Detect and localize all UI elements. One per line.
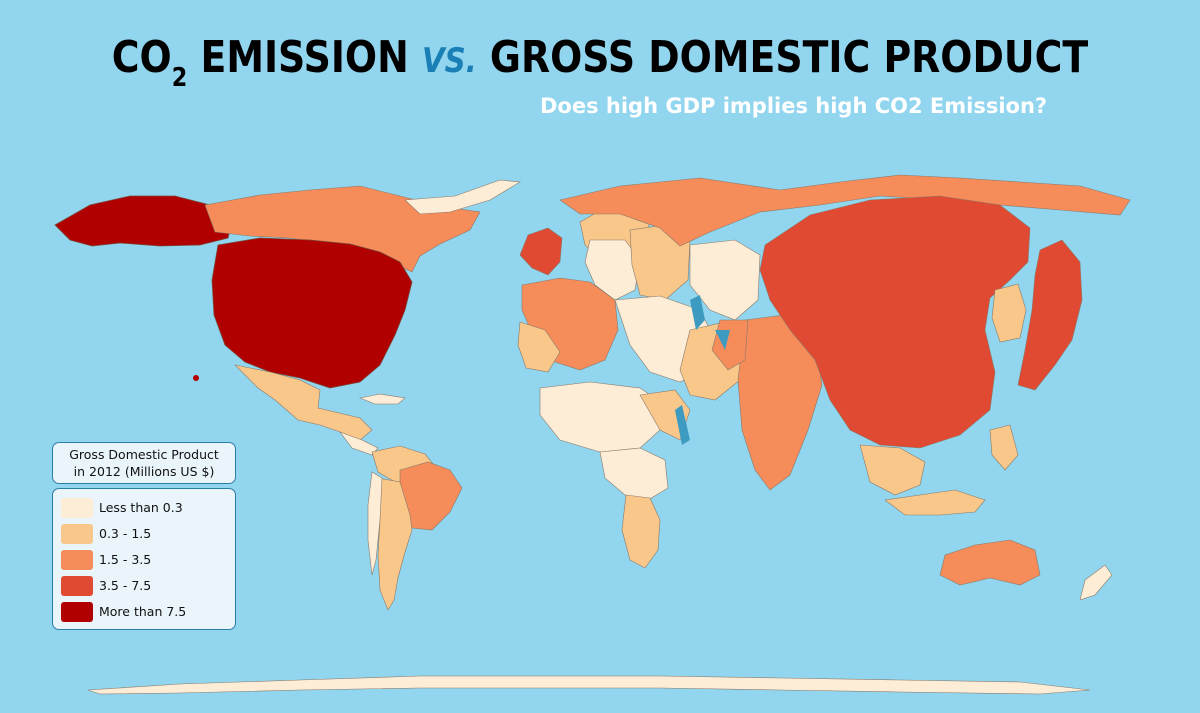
map-subtitle: Does high GDP implies high CO2 Emission? [540, 94, 1048, 118]
legend-swatch [61, 575, 93, 596]
central-asia-region [689, 239, 761, 321]
caspian-lake [690, 295, 705, 330]
indonesia-region [884, 489, 986, 516]
caribbean-region [358, 393, 406, 405]
map-title: CO2 EMISSION VS. GROSS DOMESTIC PRODUCT [111, 32, 1089, 93]
legend-swatch [61, 523, 93, 544]
hawaii-region [193, 375, 199, 381]
canada-region [204, 185, 481, 273]
south-america-south-region [377, 477, 413, 611]
legend-body: Less than 0.3 0.3 - 1.5 1.5 - 3.5 3.5 - 7.5… [52, 488, 236, 630]
southeast-asia-region [859, 444, 926, 496]
legend-row: More than 7.5 [61, 599, 227, 624]
russia-region [559, 174, 1131, 247]
legend-label: 0.3 - 1.5 [99, 526, 152, 541]
mexico-region [234, 364, 373, 441]
china-region [759, 195, 1031, 449]
philippines-region [989, 424, 1019, 471]
legend-swatch [61, 497, 93, 518]
japan-region [1017, 239, 1083, 391]
legend-label: More than 7.5 [99, 604, 187, 619]
korea-region [991, 283, 1027, 343]
legend-title: Gross Domestic Product in 2012 (Millions… [52, 442, 236, 484]
uk-region [519, 227, 563, 276]
legend-swatch [61, 549, 93, 570]
australia-region [939, 539, 1041, 586]
legend-row: 3.5 - 7.5 [61, 573, 227, 598]
central-europe-region [584, 239, 641, 301]
iberia-region [517, 321, 561, 373]
legend: Gross Domestic Product in 2012 (Millions… [52, 442, 236, 630]
alaska-region [54, 195, 233, 247]
antarctica-region [87, 675, 1091, 695]
greenland-region [404, 179, 521, 215]
usa-region [211, 237, 413, 389]
north-africa-region [539, 381, 666, 453]
legend-label: Less than 0.3 [99, 500, 183, 515]
africa-center-region [599, 447, 669, 501]
legend-row: 1.5 - 3.5 [61, 547, 227, 572]
red-sea [675, 405, 690, 445]
new-zealand-region [1079, 564, 1113, 601]
andes-region [367, 471, 383, 576]
legend-row: 0.3 - 1.5 [61, 521, 227, 546]
legend-swatch [61, 601, 93, 622]
persian-gulf [715, 330, 730, 350]
legend-label: 3.5 - 7.5 [99, 578, 152, 593]
legend-label: 1.5 - 3.5 [99, 552, 152, 567]
legend-row: Less than 0.3 [61, 495, 227, 520]
southern-africa-region [621, 494, 661, 569]
